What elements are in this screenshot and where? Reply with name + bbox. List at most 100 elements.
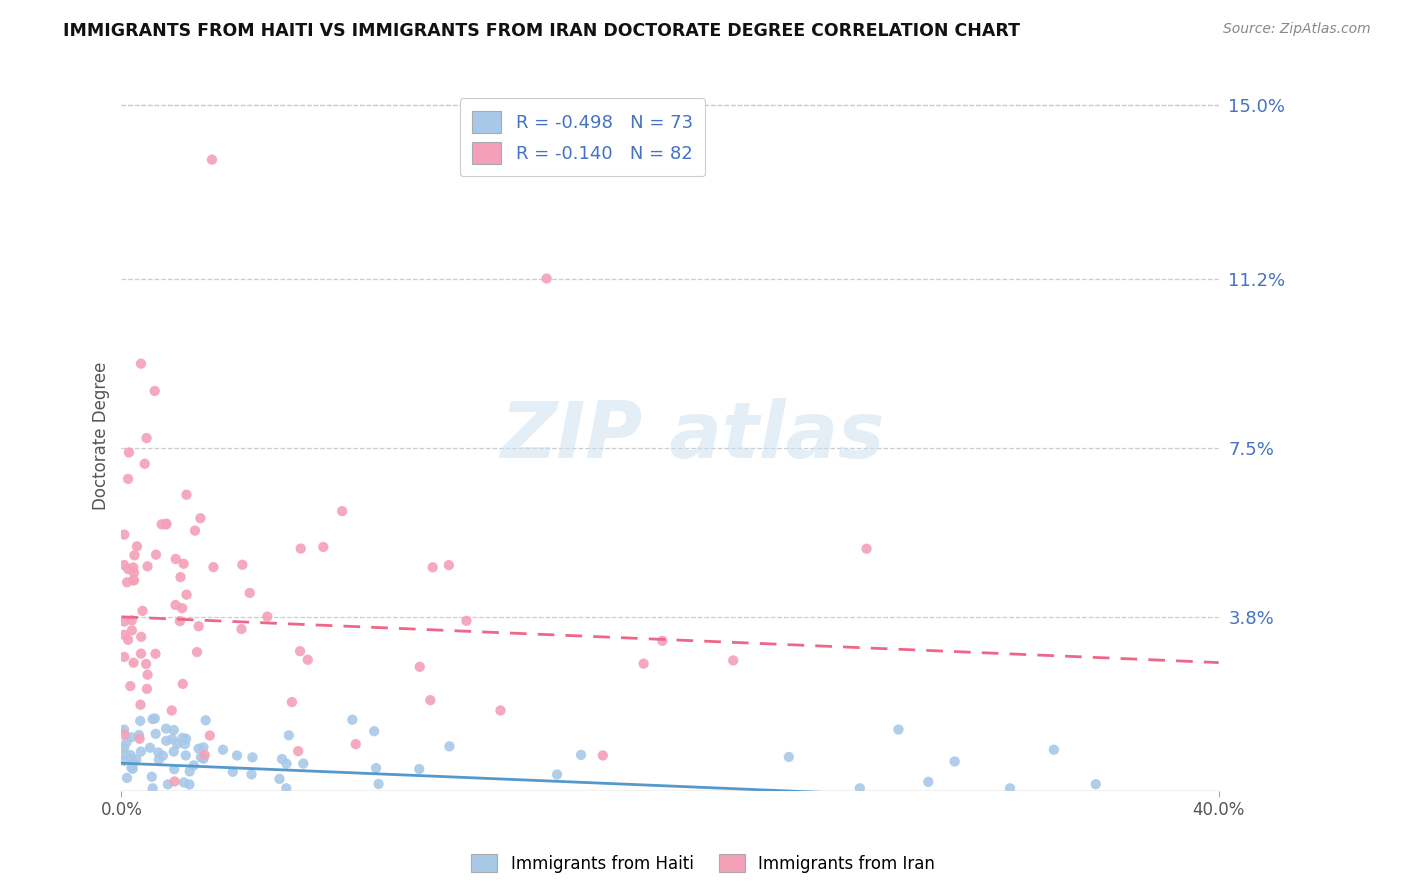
Point — [419, 693, 441, 707]
Point — [193, 740, 215, 755]
Point — [198, 729, 221, 743]
Point — [129, 647, 152, 661]
Point — [160, 703, 183, 717]
Point — [633, 657, 655, 671]
Point — [128, 731, 150, 746]
Point — [409, 660, 432, 674]
Point — [143, 384, 166, 398]
Point — [226, 748, 249, 763]
Point — [276, 756, 298, 771]
Point — [142, 712, 165, 726]
Point — [129, 714, 152, 728]
Point — [290, 541, 312, 556]
Point — [155, 722, 177, 736]
Point — [141, 770, 163, 784]
Point — [117, 472, 139, 486]
Point — [134, 457, 156, 471]
Point — [163, 774, 186, 789]
Point — [145, 647, 167, 661]
Point — [117, 562, 139, 576]
Point — [422, 560, 444, 574]
Point — [569, 747, 592, 762]
Text: ZIP atlas: ZIP atlas — [499, 398, 884, 475]
Point — [288, 644, 311, 658]
Point — [148, 746, 170, 760]
Point — [173, 557, 195, 571]
Point — [166, 737, 188, 751]
Point — [163, 745, 186, 759]
Point — [174, 737, 197, 751]
Point — [125, 539, 148, 553]
Point — [271, 752, 294, 766]
Point — [342, 713, 364, 727]
Point — [292, 756, 315, 771]
Point — [122, 560, 145, 574]
Point — [297, 653, 319, 667]
Point — [239, 586, 262, 600]
Point — [172, 731, 194, 745]
Point — [723, 653, 745, 667]
Point — [148, 753, 170, 767]
Point — [187, 619, 209, 633]
Point — [165, 598, 187, 612]
Point — [120, 752, 142, 766]
Point — [160, 732, 183, 747]
Point — [439, 739, 461, 754]
Point — [546, 767, 568, 781]
Point — [112, 615, 135, 629]
Point — [887, 723, 910, 737]
Point — [242, 750, 264, 764]
Point — [174, 748, 197, 763]
Point — [112, 747, 135, 762]
Point — [136, 559, 159, 574]
Point — [172, 677, 194, 691]
Point — [125, 752, 148, 766]
Point — [155, 516, 177, 531]
Point — [186, 645, 208, 659]
Point — [312, 540, 335, 554]
Point — [592, 748, 614, 763]
Point — [112, 558, 135, 572]
Point — [281, 695, 304, 709]
Point — [367, 777, 389, 791]
Point — [169, 570, 191, 584]
Point — [231, 558, 253, 572]
Point — [240, 767, 263, 781]
Point — [142, 781, 165, 796]
Point — [169, 614, 191, 628]
Point — [131, 604, 153, 618]
Point — [172, 601, 194, 615]
Legend: R = -0.498   N = 73, R = -0.140   N = 82: R = -0.498 N = 73, R = -0.140 N = 82 — [460, 98, 706, 177]
Point — [344, 737, 367, 751]
Point — [120, 731, 142, 745]
Point — [118, 445, 141, 459]
Point — [129, 357, 152, 371]
Point — [145, 548, 167, 562]
Point — [145, 727, 167, 741]
Point — [112, 527, 135, 541]
Point — [117, 632, 139, 647]
Point — [121, 624, 143, 638]
Point — [165, 552, 187, 566]
Point — [363, 724, 385, 739]
Point — [179, 777, 201, 791]
Point — [855, 541, 877, 556]
Point — [1043, 743, 1066, 757]
Point — [136, 667, 159, 681]
Point — [456, 614, 478, 628]
Point — [778, 750, 800, 764]
Point — [122, 574, 145, 588]
Text: IMMIGRANTS FROM HAITI VS IMMIGRANTS FROM IRAN DOCTORATE DEGREE CORRELATION CHART: IMMIGRANTS FROM HAITI VS IMMIGRANTS FROM… — [63, 22, 1021, 40]
Point — [651, 633, 673, 648]
Point — [120, 748, 142, 763]
Point — [115, 771, 138, 785]
Point — [121, 761, 143, 775]
Point — [155, 517, 177, 532]
Point — [231, 622, 253, 636]
Point — [115, 575, 138, 590]
Point — [115, 735, 138, 749]
Point — [156, 777, 179, 791]
Point — [194, 713, 217, 727]
Point — [202, 560, 225, 574]
Point — [437, 558, 460, 573]
